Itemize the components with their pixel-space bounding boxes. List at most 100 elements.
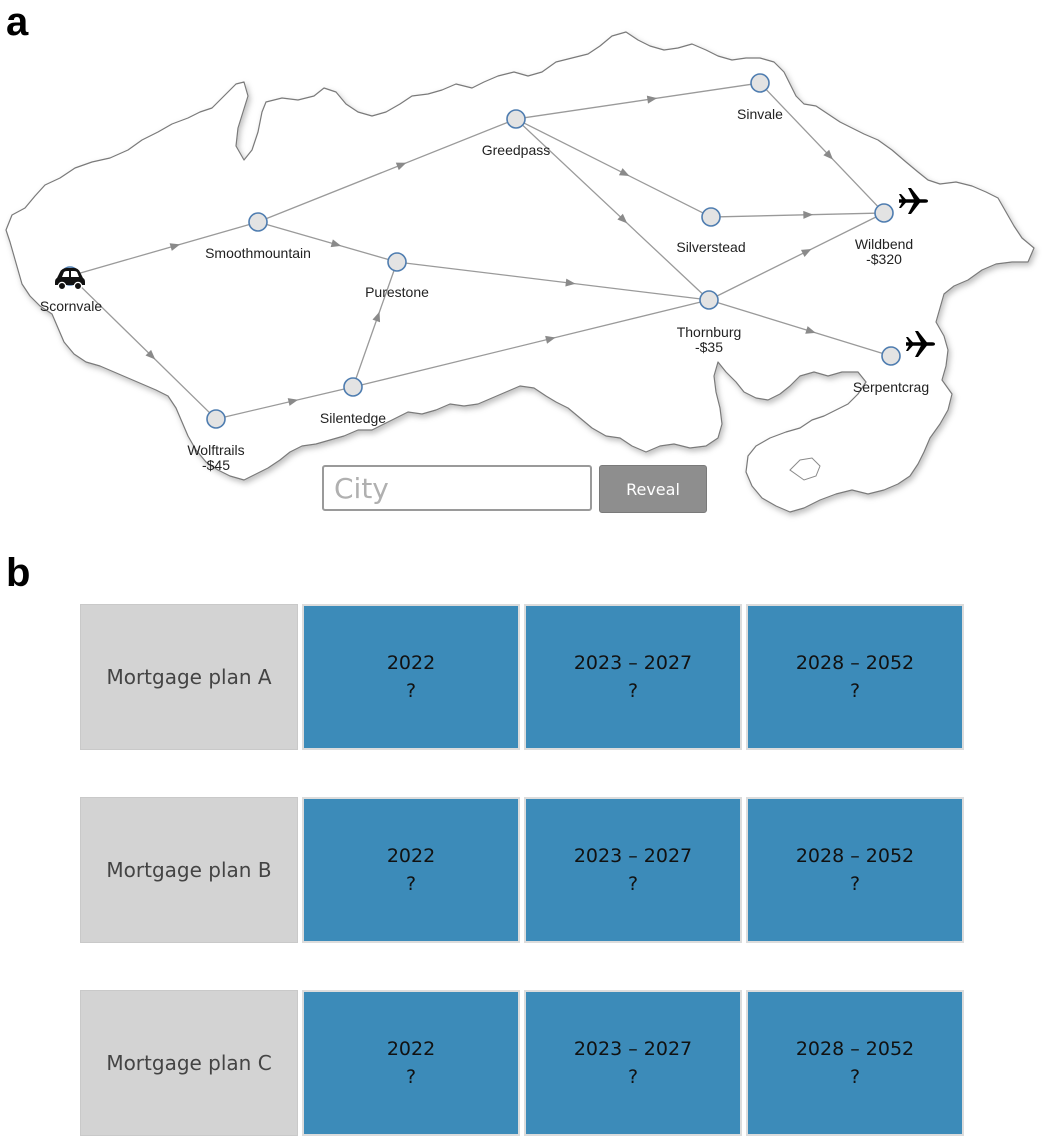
route-edge-thornburg-wildbend (716, 216, 877, 297)
city-label: Smoothmountain (205, 245, 311, 261)
route-edge-smoothmountain-greedpass (266, 121, 508, 220)
city-marker (881, 346, 901, 366)
mortgage-plan-row: Mortgage plan B 2022 ? 2023 – 2027 ? 202… (80, 797, 964, 943)
plan-cell[interactable]: 2022 ? (302, 990, 520, 1136)
route-arrow-silentedge-thornburg (545, 335, 556, 344)
route-arrow-sinvale-wildbend (823, 149, 834, 160)
plan-cell-value: ? (849, 873, 861, 895)
route-arrow-thornburg-serpentcrag (805, 326, 816, 334)
city-label: Serpentcrag (853, 379, 929, 395)
nodes-layer: Scornvale Smoothmountain Purestone Wolftrai… (40, 73, 935, 473)
mortgage-plan-label: Mortgage plan C (80, 990, 298, 1136)
city-label: Sinvale (737, 106, 783, 122)
city-node-purestone[interactable]: Purestone (365, 252, 429, 300)
route-edge-silentedge-purestone (355, 270, 395, 379)
airplane-icon (906, 331, 935, 357)
network-map: Scornvale Smoothmountain Purestone Wolftrai… (5, 31, 1035, 513)
city-node-greedpass[interactable]: Greedpass (482, 109, 550, 158)
city-label: Purestone (365, 284, 429, 300)
city-cost: -$35 (695, 339, 723, 355)
plan-cell[interactable]: 2028 – 2052 ? (746, 797, 964, 943)
city-label: Wildbend (855, 236, 913, 252)
city-marker (699, 290, 719, 310)
plan-cell[interactable]: 2022 ? (302, 797, 520, 943)
mortgage-plan-label: Mortgage plan B (80, 797, 298, 943)
route-arrow-thornburg-wildbend (800, 249, 812, 257)
route-edge-scornvale-wolftrails (75, 281, 211, 414)
plan-cell[interactable]: 2022 ? (302, 604, 520, 750)
plan-cell[interactable]: 2023 – 2027 ? (524, 990, 742, 1136)
mortgage-plan-label: Mortgage plan A (80, 604, 298, 750)
plan-cell-period: 2023 – 2027 (573, 1038, 693, 1060)
route-edge-smoothmountain-purestone (266, 223, 389, 261)
route-edge-wolftrails-silentedge (224, 388, 345, 418)
plan-cell[interactable]: 2023 – 2027 ? (524, 797, 742, 943)
city-marker (506, 109, 526, 129)
route-edge-purestone-thornburg (405, 262, 701, 300)
route-edge-greedpass-silverstead (523, 122, 704, 214)
route-edge-silentedge-thornburg (361, 301, 701, 386)
route-edge-greedpass-thornburg (522, 124, 703, 295)
city-node-silentedge[interactable]: Silentedge (320, 377, 386, 426)
route-arrow-scornvale-wolftrails (145, 349, 156, 360)
plan-cell-value: ? (627, 1066, 639, 1088)
city-node-wolftrails[interactable]: Wolftrails-$45 (187, 409, 245, 473)
city-node-scornvale[interactable]: Scornvale (40, 266, 102, 314)
plan-cell-period: 2023 – 2027 (573, 652, 693, 674)
route-arrow-silverstead-wildbend (803, 210, 814, 219)
plan-cell-period: 2028 – 2052 (795, 652, 915, 674)
city-label: Wolftrails (187, 442, 244, 458)
route-arrow-greedpass-thornburg (617, 213, 628, 224)
route-arrow-greedpass-sinvale (646, 95, 658, 104)
plan-cell-period: 2022 (386, 652, 436, 674)
lake-outline (789, 457, 821, 481)
city-label: Scornvale (40, 298, 102, 314)
city-node-sinvale[interactable]: Sinvale (737, 73, 783, 122)
panel-letter-a: a (6, 0, 29, 44)
city-marker (387, 252, 407, 272)
edges-layer (75, 83, 883, 418)
mortgage-plan-row: Mortgage plan A 2022 ? 2023 – 2027 ? 202… (80, 604, 964, 750)
plan-cell-period: 2022 (386, 1038, 436, 1060)
city-node-serpentcrag[interactable]: Serpentcrag (853, 331, 935, 395)
route-edge-thornburg-serpentcrag (717, 302, 883, 354)
city-label: Silverstead (676, 239, 745, 255)
route-arrow-smoothmountain-greedpass (395, 162, 407, 171)
plan-cell-value: ? (627, 873, 639, 895)
city-cost: -$320 (866, 251, 902, 267)
city-label: Greedpass (482, 142, 550, 158)
plan-cell-value: ? (849, 1066, 861, 1088)
plan-cell-period: 2023 – 2027 (573, 845, 693, 867)
route-arrow-silentedge-purestone (372, 311, 381, 323)
route-edge-greedpass-sinvale (524, 83, 752, 119)
plan-cell[interactable]: 2023 – 2027 ? (524, 604, 742, 750)
city-node-wildbend[interactable]: Wildbend-$320 (855, 188, 928, 267)
city-marker (701, 207, 721, 227)
panel-letter-b: b (6, 551, 31, 595)
route-arrow-purestone-thornburg (565, 278, 576, 287)
plan-cell-value: ? (405, 680, 417, 702)
route-arrow-smoothmountain-purestone (330, 239, 342, 248)
mortgage-plan-row: Mortgage plan C 2022 ? 2023 – 2027 ? 202… (80, 990, 964, 1136)
city-node-thornburg[interactable]: Thornburg-$35 (677, 290, 742, 355)
route-edge-sinvale-wildbend (765, 89, 879, 207)
route-arrow-wolftrails-silentedge (287, 398, 299, 406)
city-marker (248, 212, 268, 232)
plan-cell[interactable]: 2028 – 2052 ? (746, 604, 964, 750)
plan-cell[interactable]: 2028 – 2052 ? (746, 990, 964, 1136)
plan-cell-value: ? (627, 680, 639, 702)
route-edge-silverstead-wildbend (719, 212, 876, 218)
reveal-button[interactable]: Reveal (599, 465, 707, 513)
plan-cell-value: ? (405, 873, 417, 895)
plan-cell-period: 2028 – 2052 (795, 845, 915, 867)
city-search-input[interactable] (322, 465, 592, 511)
city-label: Silentedge (320, 410, 386, 426)
plan-cell-value: ? (405, 1066, 417, 1088)
city-node-silverstead[interactable]: Silverstead (676, 207, 746, 255)
city-marker (206, 409, 226, 429)
city-marker (874, 203, 894, 223)
city-node-smoothmountain[interactable]: Smoothmountain (205, 212, 311, 261)
route-edge-scornvale-smoothmountain (78, 223, 250, 275)
plan-cell-period: 2028 – 2052 (795, 1038, 915, 1060)
route-arrow-scornvale-smoothmountain (169, 243, 181, 251)
